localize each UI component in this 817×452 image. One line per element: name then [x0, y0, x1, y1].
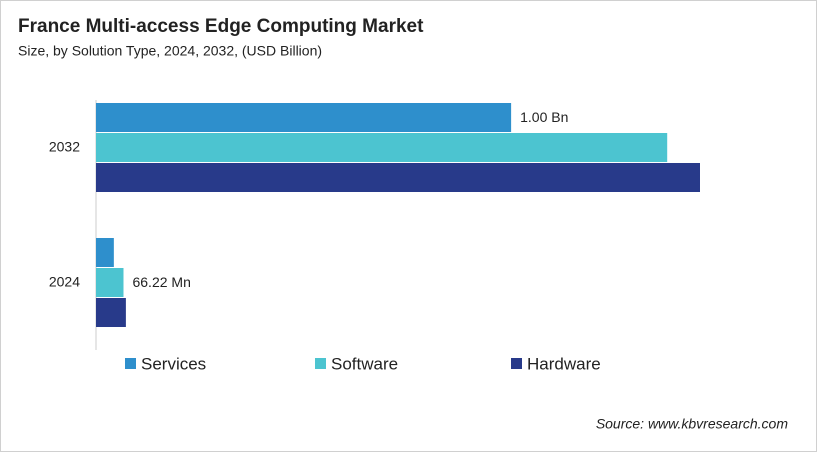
- legend-label: Services: [141, 354, 206, 373]
- data-label: 66.22 Mn: [132, 274, 190, 290]
- legend-swatch: [315, 358, 326, 369]
- chart-title: France Multi-access Edge Computing Marke…: [18, 16, 424, 37]
- bar: [96, 268, 124, 297]
- source: Source: www.kbvresearch.com: [596, 416, 789, 432]
- bar: [96, 163, 700, 192]
- data-label: 1.00 Bn: [520, 109, 568, 125]
- bar: [96, 238, 114, 267]
- legend-label: Software: [331, 354, 398, 373]
- y-tick-label: 2032: [49, 139, 80, 155]
- y-tick-label: 2024: [49, 274, 80, 290]
- bar: [96, 298, 126, 327]
- legend-swatch: [511, 358, 522, 369]
- legend-label: Hardware: [527, 354, 601, 373]
- bar: [96, 133, 668, 162]
- chart-subtitle: Size, by Solution Type, 2024, 2032, (USD…: [18, 43, 322, 59]
- bar: [96, 103, 512, 132]
- legend-swatch: [125, 358, 136, 369]
